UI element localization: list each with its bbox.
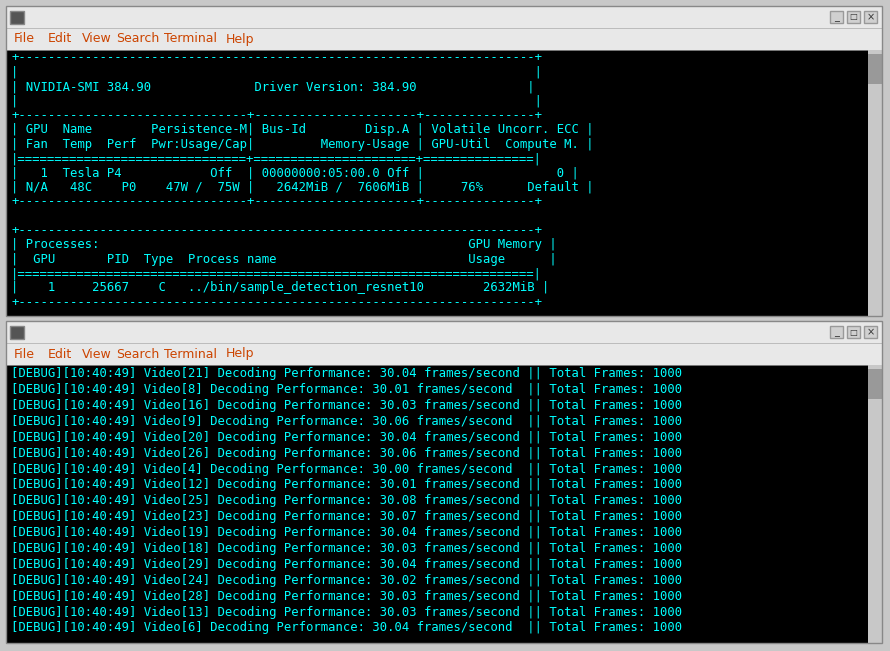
Bar <box>6 321 882 643</box>
Text: Search: Search <box>116 33 159 46</box>
Text: File: File <box>14 33 35 46</box>
Bar <box>6 321 882 343</box>
Text: [DEBUG][10:40:49] Video[29] Decoding Performance: 30.04 frames/second || Total F: [DEBUG][10:40:49] Video[29] Decoding Per… <box>11 558 682 571</box>
Text: +----------------------------------------------------------------------+: +---------------------------------------… <box>11 51 542 64</box>
Text: | Fan  Temp  Perf  Pwr:Usage/Cap|         Memory-Usage | GPU-Util  Compute M. |: | Fan Temp Perf Pwr:Usage/Cap| Memory-Us… <box>11 137 594 150</box>
Bar <box>6 50 882 316</box>
Text: ×: × <box>867 12 875 22</box>
Text: Terminal: Terminal <box>164 33 217 46</box>
Text: [DEBUG][10:40:49] Video[26] Decoding Performance: 30.06 frames/second || Total F: [DEBUG][10:40:49] Video[26] Decoding Per… <box>11 447 682 460</box>
Text: [DEBUG][10:40:49] Video[28] Decoding Performance: 30.03 frames/second || Total F: [DEBUG][10:40:49] Video[28] Decoding Per… <box>11 590 682 603</box>
Text: |   1  Tesla P4            Off  | 00000000:05:00.0 Off |                  0 |: | 1 Tesla P4 Off | 00000000:05:00.0 Off … <box>11 167 578 180</box>
Text: Search: Search <box>116 348 159 361</box>
Bar <box>868 54 882 84</box>
Text: | N/A   48C    P0    47W /  75W |   2642MiB /  7606MiB |     76%      Default |: | N/A 48C P0 47W / 75W | 2642MiB / 7606M… <box>11 181 594 194</box>
Text: Edit: Edit <box>48 33 72 46</box>
Text: Edit: Edit <box>48 348 72 361</box>
Bar <box>6 343 882 365</box>
Text: |======================================================================|: |=======================================… <box>11 267 542 280</box>
Text: |===============================+======================+===============|: |===============================+=======… <box>11 152 542 165</box>
Text: File: File <box>14 348 35 361</box>
Text: [DEBUG][10:40:49] Video[9] Decoding Performance: 30.06 frames/second  || Total F: [DEBUG][10:40:49] Video[9] Decoding Perf… <box>11 415 682 428</box>
Bar <box>864 11 877 23</box>
Text: +-------------------------------+----------------------+---------------+: +-------------------------------+-------… <box>11 109 542 122</box>
Text: Help: Help <box>226 348 255 361</box>
Bar <box>868 365 882 643</box>
Text: Help: Help <box>226 33 255 46</box>
Bar <box>6 6 882 316</box>
Bar <box>6 6 882 28</box>
Text: ×: × <box>867 327 875 337</box>
Text: [DEBUG][10:40:49] Video[20] Decoding Performance: 30.04 frames/second || Total F: [DEBUG][10:40:49] Video[20] Decoding Per… <box>11 431 682 444</box>
Text: [DEBUG][10:40:49] Video[18] Decoding Performance: 30.03 frames/second || Total F: [DEBUG][10:40:49] Video[18] Decoding Per… <box>11 542 682 555</box>
Bar <box>830 11 843 23</box>
Bar <box>868 50 882 316</box>
Text: □: □ <box>850 327 857 337</box>
Text: [DEBUG][10:40:49] Video[25] Decoding Performance: 30.08 frames/second || Total F: [DEBUG][10:40:49] Video[25] Decoding Per… <box>11 494 682 507</box>
Text: [DEBUG][10:40:49] Video[8] Decoding Performance: 30.01 frames/second  || Total F: [DEBUG][10:40:49] Video[8] Decoding Perf… <box>11 383 682 396</box>
Text: +-------------------------------+----------------------+---------------+: +-------------------------------+-------… <box>11 195 542 208</box>
Text: |                                                                      |: | | <box>11 66 542 79</box>
Bar <box>10 326 24 339</box>
Text: View: View <box>82 33 112 46</box>
Text: | NVIDIA-SMI 384.90              Driver Version: 384.90               |: | NVIDIA-SMI 384.90 Driver Version: 384.… <box>11 80 535 93</box>
Text: _: _ <box>834 327 839 337</box>
Text: | Processes:                                                  GPU Memory |: | Processes: GPU Memory | <box>11 238 557 251</box>
Text: [DEBUG][10:40:49] Video[12] Decoding Performance: 30.01 frames/second || Total F: [DEBUG][10:40:49] Video[12] Decoding Per… <box>11 478 682 492</box>
Text: |                                                                      |: | | <box>11 94 542 107</box>
Bar <box>868 369 882 399</box>
Bar <box>847 11 860 23</box>
Text: +----------------------------------------------------------------------+: +---------------------------------------… <box>11 296 542 309</box>
Text: [DEBUG][10:40:49] Video[4] Decoding Performance: 30.00 frames/second  || Total F: [DEBUG][10:40:49] Video[4] Decoding Perf… <box>11 463 682 475</box>
Text: [DEBUG][10:40:49] Video[13] Decoding Performance: 30.03 frames/second || Total F: [DEBUG][10:40:49] Video[13] Decoding Per… <box>11 605 682 618</box>
Bar <box>10 11 24 24</box>
Bar <box>6 28 882 50</box>
Text: |  GPU       PID  Type  Process name                          Usage      |: | GPU PID Type Process name Usage | <box>11 253 557 266</box>
Bar <box>847 326 860 338</box>
Text: [DEBUG][10:40:49] Video[16] Decoding Performance: 30.03 frames/second || Total F: [DEBUG][10:40:49] Video[16] Decoding Per… <box>11 399 682 412</box>
Text: □: □ <box>850 12 857 21</box>
Text: [DEBUG][10:40:49] Video[19] Decoding Performance: 30.04 frames/second || Total F: [DEBUG][10:40:49] Video[19] Decoding Per… <box>11 526 682 539</box>
Text: [DEBUG][10:40:49] Video[6] Decoding Performance: 30.04 frames/second  || Total F: [DEBUG][10:40:49] Video[6] Decoding Perf… <box>11 622 682 635</box>
Text: | GPU  Name        Persistence-M| Bus-Id        Disp.A | Volatile Uncorr. ECC |: | GPU Name Persistence-M| Bus-Id Disp.A … <box>11 123 594 136</box>
Text: |    1     25667    C   ../bin/sample_detection_resnet10        2632MiB |: | 1 25667 C ../bin/sample_detection_resn… <box>11 281 549 294</box>
Bar <box>6 365 882 643</box>
Text: +----------------------------------------------------------------------+: +---------------------------------------… <box>11 224 542 237</box>
Text: [DEBUG][10:40:49] Video[24] Decoding Performance: 30.02 frames/second || Total F: [DEBUG][10:40:49] Video[24] Decoding Per… <box>11 574 682 587</box>
Bar <box>864 326 877 338</box>
Text: Terminal: Terminal <box>164 348 217 361</box>
Text: [DEBUG][10:40:49] Video[21] Decoding Performance: 30.04 frames/second || Total F: [DEBUG][10:40:49] Video[21] Decoding Per… <box>11 367 682 380</box>
Text: _: _ <box>834 12 839 22</box>
Text: View: View <box>82 348 112 361</box>
Text: [DEBUG][10:40:49] Video[23] Decoding Performance: 30.07 frames/second || Total F: [DEBUG][10:40:49] Video[23] Decoding Per… <box>11 510 682 523</box>
Bar <box>830 326 843 338</box>
